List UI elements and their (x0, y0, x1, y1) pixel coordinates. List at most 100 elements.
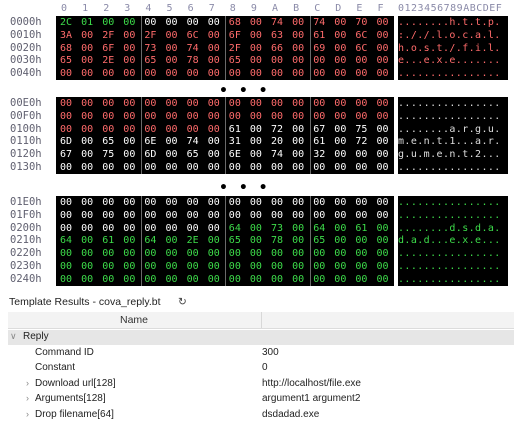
hex-byte[interactable]: 65 (228, 235, 241, 247)
ascii-text[interactable]: e...e.x.e....... (398, 54, 508, 68)
hex-byte[interactable]: 00 (334, 55, 347, 67)
ascii-text[interactable]: ................ (398, 161, 508, 174)
hex-byte[interactable]: 00 (292, 55, 305, 67)
hex-byte[interactable]: 00 (186, 17, 199, 28)
hex-byte[interactable]: 00 (292, 17, 305, 28)
hex-byte[interactable]: 00 (165, 42, 178, 54)
hex-byte[interactable]: 75 (102, 149, 115, 161)
hex-byte[interactable]: 00 (249, 248, 262, 260)
hex-byte[interactable]: 00 (376, 273, 389, 285)
hex-byte[interactable]: 00 (271, 248, 284, 260)
hex-byte[interactable]: 00 (292, 110, 305, 122)
hex-byte[interactable]: 00 (81, 209, 94, 221)
hex-bytes[interactable]: 00 00 00 00 00 00 00 00 00 00 00 00 00 00 00 00 (56, 109, 394, 123)
hex-byte[interactable]: 00 (355, 209, 368, 221)
hex-byte[interactable]: 00 (165, 17, 178, 28)
ascii-text[interactable]: ................ (398, 272, 508, 286)
hex-byte[interactable]: 64 (60, 235, 73, 247)
hex-row[interactable]: 0000h 2C 01 00 00 00 00 00 00 68 00 74 00 74 00 70 00...… (0, 16, 514, 29)
hex-byte[interactable]: 00 (249, 55, 262, 67)
tree-row[interactable]: › Arguments[128] argument1 argument2 (8, 392, 514, 407)
hex-byte[interactable]: 00 (60, 209, 73, 221)
ascii-text[interactable]: d.a.d...e.x.e... (398, 234, 508, 248)
hex-byte[interactable]: 00 (144, 68, 157, 80)
hex-byte[interactable]: 6C (355, 42, 368, 54)
hex-byte[interactable]: 00 (102, 17, 115, 28)
hex-bytes[interactable]: 64 00 61 00 64 00 2E 00 65 00 78 00 65 00 00 00 (56, 234, 394, 248)
hex-byte[interactable]: 65 (144, 55, 157, 67)
hex-byte[interactable]: 72 (271, 123, 284, 135)
ascii-text[interactable]: :././.l.o.c.a.l. (398, 28, 508, 42)
hex-byte[interactable]: 00 (81, 123, 94, 135)
hex-row[interactable]: 0200h 00 00 00 00 00 00 00 00 64 00 73 00 64 00 61 00...… (0, 221, 514, 235)
ascii-text[interactable]: ........a.r.g.u. (398, 122, 508, 136)
hex-byte[interactable]: 2F (102, 29, 115, 41)
hex-byte[interactable]: 00 (249, 273, 262, 285)
hex-byte[interactable]: 64 (144, 235, 157, 247)
hex-byte[interactable]: 00 (334, 123, 347, 135)
hex-byte[interactable]: 00 (123, 149, 136, 161)
hex-byte[interactable]: 00 (165, 248, 178, 260)
hex-byte[interactable]: 32 (313, 149, 326, 161)
hex-byte[interactable]: 00 (123, 235, 136, 247)
hex-byte[interactable]: 00 (271, 261, 284, 272)
tree-row[interactable]: Command ID 300 (8, 346, 514, 361)
hex-byte[interactable]: 00 (376, 29, 389, 41)
hex-byte[interactable]: 00 (249, 123, 262, 135)
tree-group-row[interactable]: ∨ Reply (8, 330, 514, 345)
hex-byte[interactable]: 00 (81, 248, 94, 260)
hex-byte[interactable]: 00 (376, 197, 389, 208)
hex-byte[interactable]: 00 (292, 42, 305, 54)
hex-byte[interactable]: 00 (81, 197, 94, 208)
hex-byte[interactable]: 00 (228, 110, 241, 122)
hex-byte[interactable]: 20 (271, 136, 284, 148)
hex-byte[interactable]: 00 (292, 162, 305, 173)
hex-byte[interactable]: 00 (102, 209, 115, 221)
tree-row[interactable]: › Download url[128] http://localhost/file.… (8, 377, 514, 392)
hex-byte[interactable]: 00 (271, 273, 284, 285)
hex-byte[interactable]: 00 (207, 197, 220, 208)
hex-bytes[interactable]: 65 00 2E 00 65 00 78 00 65 00 00 00 00 00 00 00 (56, 54, 394, 68)
ascii-text[interactable]: ........d.s.d.a. (398, 221, 508, 235)
hex-byte[interactable]: 72 (355, 136, 368, 148)
hex-byte[interactable]: 00 (102, 110, 115, 122)
hex-byte[interactable]: 00 (60, 123, 73, 135)
hex-byte[interactable]: 78 (271, 235, 284, 247)
hex-byte[interactable]: 00 (102, 222, 115, 234)
hex-bytes[interactable]: 00 00 00 00 00 00 00 00 00 00 00 00 00 00 00 00 (56, 260, 394, 273)
hex-byte[interactable]: 00 (144, 261, 157, 272)
hex-byte[interactable]: 00 (207, 136, 220, 148)
hex-byte[interactable]: 00 (102, 123, 115, 135)
hex-byte[interactable]: 00 (123, 42, 136, 54)
hex-bytes[interactable]: 00 00 00 00 00 00 00 00 00 00 00 00 00 00 00 00 (56, 247, 394, 261)
hex-byte[interactable]: 00 (123, 17, 136, 28)
hex-byte[interactable]: 00 (144, 222, 157, 234)
hex-byte[interactable]: 68 (60, 42, 73, 54)
hex-byte[interactable]: 00 (355, 261, 368, 272)
hex-byte[interactable]: 00 (144, 162, 157, 173)
hex-byte[interactable]: 00 (271, 68, 284, 80)
hex-byte[interactable]: 00 (144, 273, 157, 285)
chevron-right-icon[interactable]: › (26, 377, 29, 388)
hex-byte[interactable]: 00 (186, 110, 199, 122)
hex-byte[interactable]: 00 (334, 42, 347, 54)
hex-byte[interactable]: 00 (249, 162, 262, 173)
hex-byte[interactable]: 00 (207, 248, 220, 260)
hex-bytes[interactable]: 68 00 6F 00 73 00 74 00 2F 00 66 00 69 00 6C 00 (56, 41, 394, 55)
hex-bytes[interactable]: 00 00 00 00 00 00 00 00 00 00 00 00 00 00 00 00 (56, 161, 394, 174)
hex-byte[interactable]: 6F (102, 42, 115, 54)
hex-byte[interactable]: 00 (228, 162, 241, 173)
hex-byte[interactable]: 6E (228, 149, 241, 161)
hex-byte[interactable]: 00 (355, 235, 368, 247)
hex-byte[interactable]: 00 (165, 261, 178, 272)
hex-byte[interactable]: 00 (376, 162, 389, 173)
tree-row[interactable]: Constant 0 (8, 361, 514, 376)
hex-byte[interactable]: 00 (292, 98, 305, 109)
hex-byte[interactable]: 00 (123, 222, 136, 234)
hex-byte[interactable]: 00 (81, 162, 94, 173)
hex-byte[interactable]: 00 (228, 209, 241, 221)
hex-byte[interactable]: 00 (249, 222, 262, 234)
hex-byte[interactable]: 67 (60, 149, 73, 161)
hex-byte[interactable]: 6D (144, 149, 157, 161)
hex-row[interactable]: 0220h 00 00 00 00 00 00 00 00 00 00 00 00 00 00 00 00...… (0, 247, 514, 261)
